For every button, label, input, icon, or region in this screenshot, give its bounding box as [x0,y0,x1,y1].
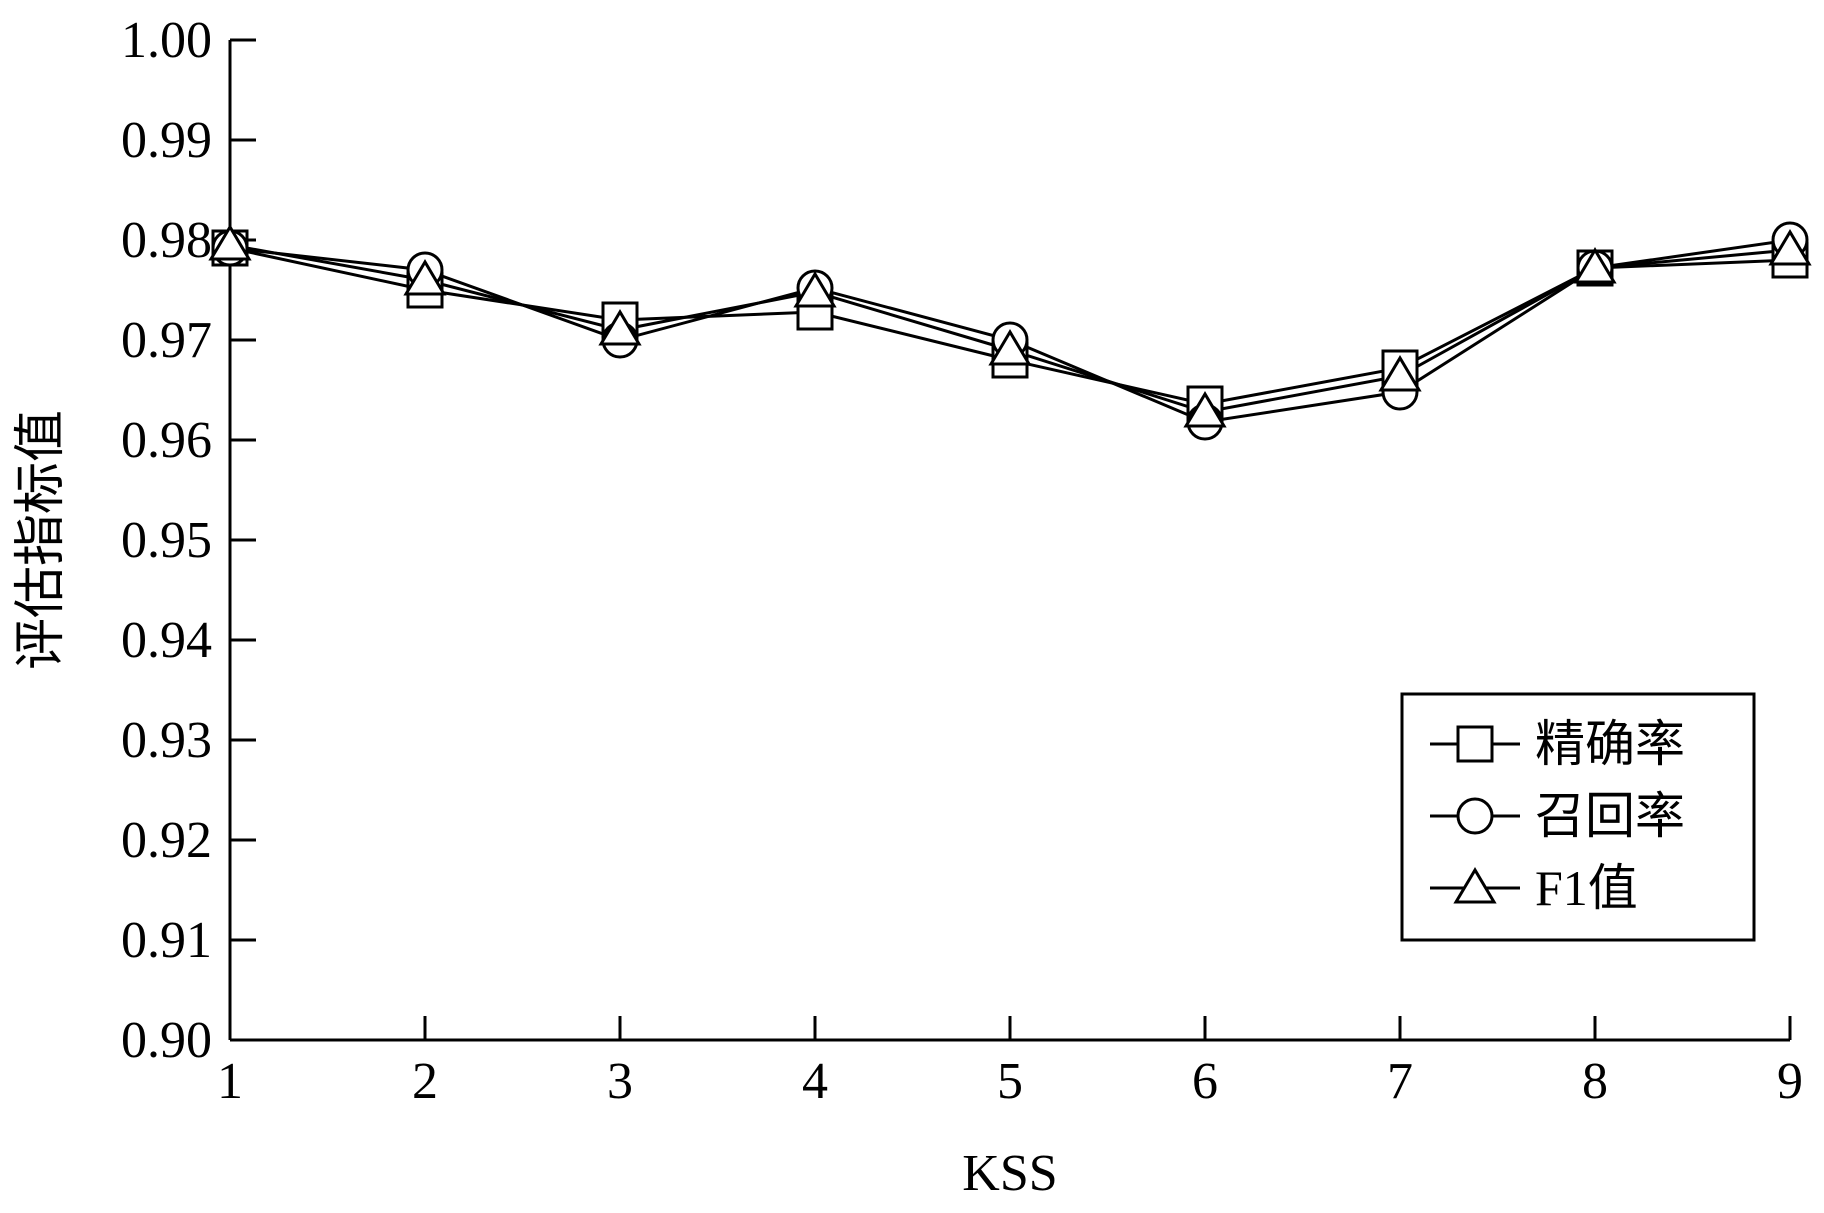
circle-marker [1456,797,1494,835]
legend-item: 召回率 [1430,788,1685,844]
x-axis-title: KSS [962,1145,1057,1202]
legend-item: F1值 [1430,860,1638,916]
x-tick-label: 2 [412,1053,438,1110]
legend-label: 召回率 [1535,788,1685,844]
triangle-marker [598,309,642,346]
square-marker [1456,725,1494,763]
legend-label: F1值 [1535,860,1638,916]
legend-label: 精确率 [1535,716,1685,772]
y-tick-label: 0.98 [121,212,212,269]
triangle-marker [208,224,252,261]
y-tick-label: 0.93 [121,712,212,769]
y-tick-label: 0.94 [121,612,212,669]
triangle-marker [1378,355,1422,392]
y-ticks: 0.90 0.91 0.92 0.93 0.94 0.95 0.96 0.97 0.98 0.99… [121,12,256,1069]
x-tick-label: 6 [1192,1053,1218,1110]
y-tick-label: 0.97 [121,312,212,369]
y-tick-label: 0.91 [121,912,212,969]
x-tick-label: 4 [802,1053,828,1110]
triangle-marker [988,329,1032,366]
series-markers-triangle [208,224,1812,428]
triangle-marker [1573,247,1617,284]
y-tick-label: 0.95 [121,512,212,569]
x-tick-label: 5 [997,1053,1023,1110]
y-tick-label: 1.00 [121,12,212,69]
triangle-marker [793,271,837,308]
triangle-marker [1183,391,1227,428]
y-tick-label: 0.96 [121,412,212,469]
x-tick-label: 3 [607,1053,633,1110]
triangle-marker [403,259,447,296]
legend-item: 精确率 [1430,716,1685,772]
x-tick-label: 9 [1777,1053,1803,1110]
series-layer [208,221,1812,441]
y-tick-label: 0.99 [121,112,212,169]
x-tick-label: 7 [1387,1053,1413,1110]
y-tick-label: 0.92 [121,812,212,869]
x-tick-label: 8 [1582,1053,1608,1110]
y-axis-title: 评估指标值 [13,410,70,670]
y-tick-label: 0.90 [121,1012,212,1069]
triangle-marker [1768,229,1812,266]
x-tick-label: 1 [217,1053,243,1110]
x-ticks: 1 2 3 4 5 6 7 8 9 [217,1016,1803,1110]
triangle-marker [1453,867,1497,904]
